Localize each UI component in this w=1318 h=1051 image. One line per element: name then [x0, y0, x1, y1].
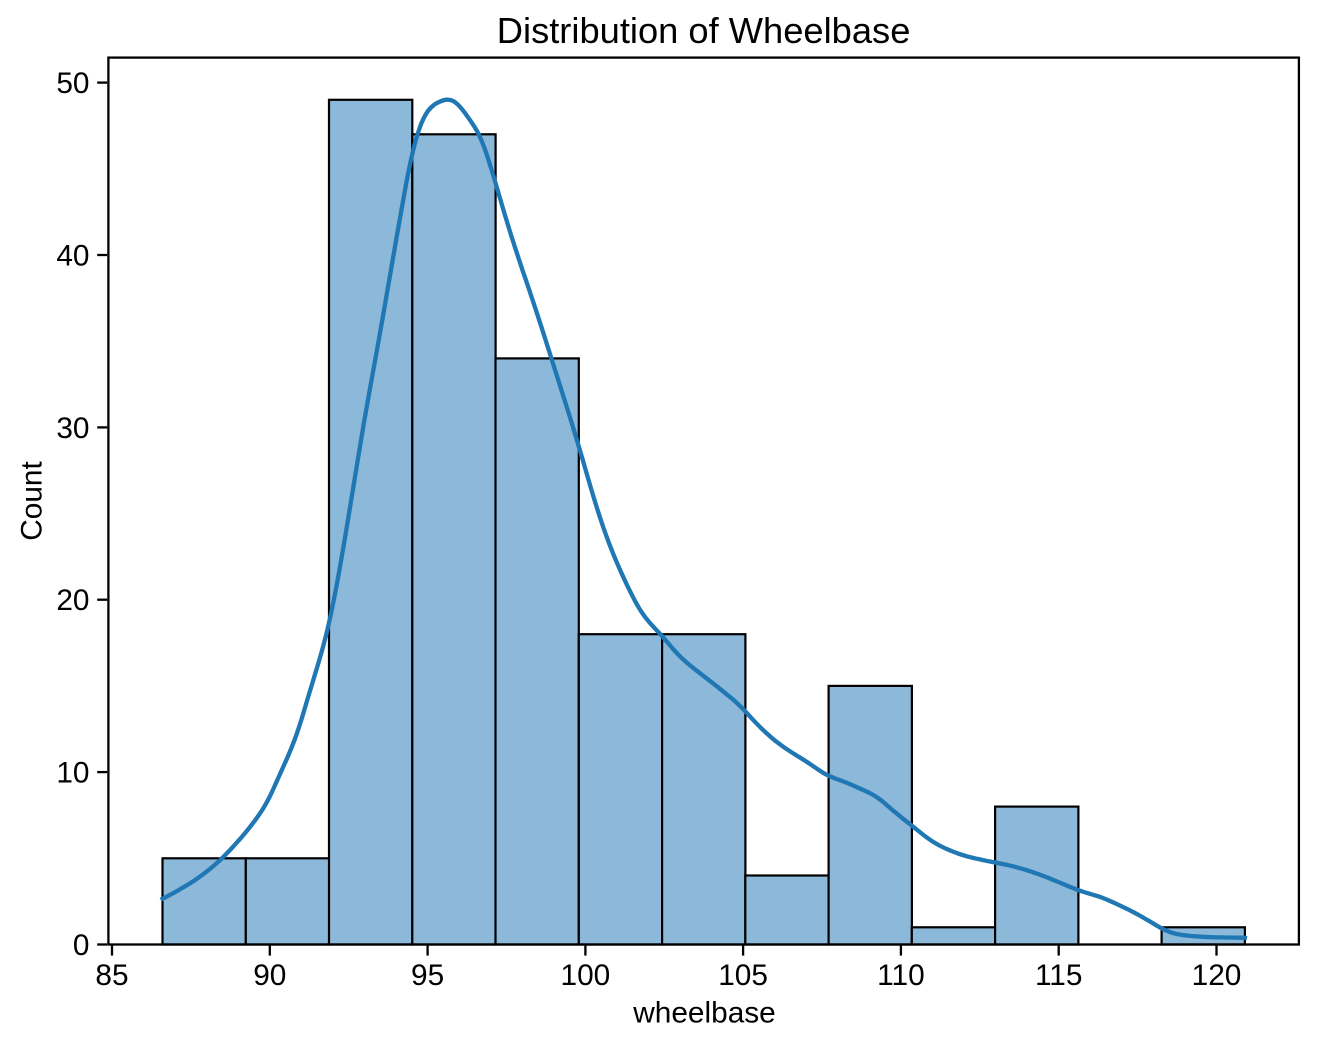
svg-text:100: 100: [561, 959, 611, 992]
svg-text:120: 120: [1192, 959, 1242, 992]
svg-text:90: 90: [253, 959, 286, 992]
svg-text:105: 105: [718, 959, 768, 992]
svg-text:0: 0: [73, 929, 90, 962]
svg-text:Distribution of Wheelbase: Distribution of Wheelbase: [497, 10, 911, 51]
svg-text:Count: Count: [16, 461, 49, 541]
svg-text:40: 40: [56, 239, 89, 272]
svg-text:85: 85: [95, 959, 128, 992]
svg-text:50: 50: [56, 67, 89, 100]
svg-text:10: 10: [56, 757, 89, 790]
svg-text:30: 30: [56, 412, 89, 445]
svg-text:20: 20: [56, 584, 89, 617]
svg-text:wheelbase: wheelbase: [632, 996, 775, 1029]
svg-text:110: 110: [877, 959, 925, 992]
svg-text:95: 95: [411, 959, 444, 992]
svg-text:115: 115: [1035, 959, 1083, 992]
